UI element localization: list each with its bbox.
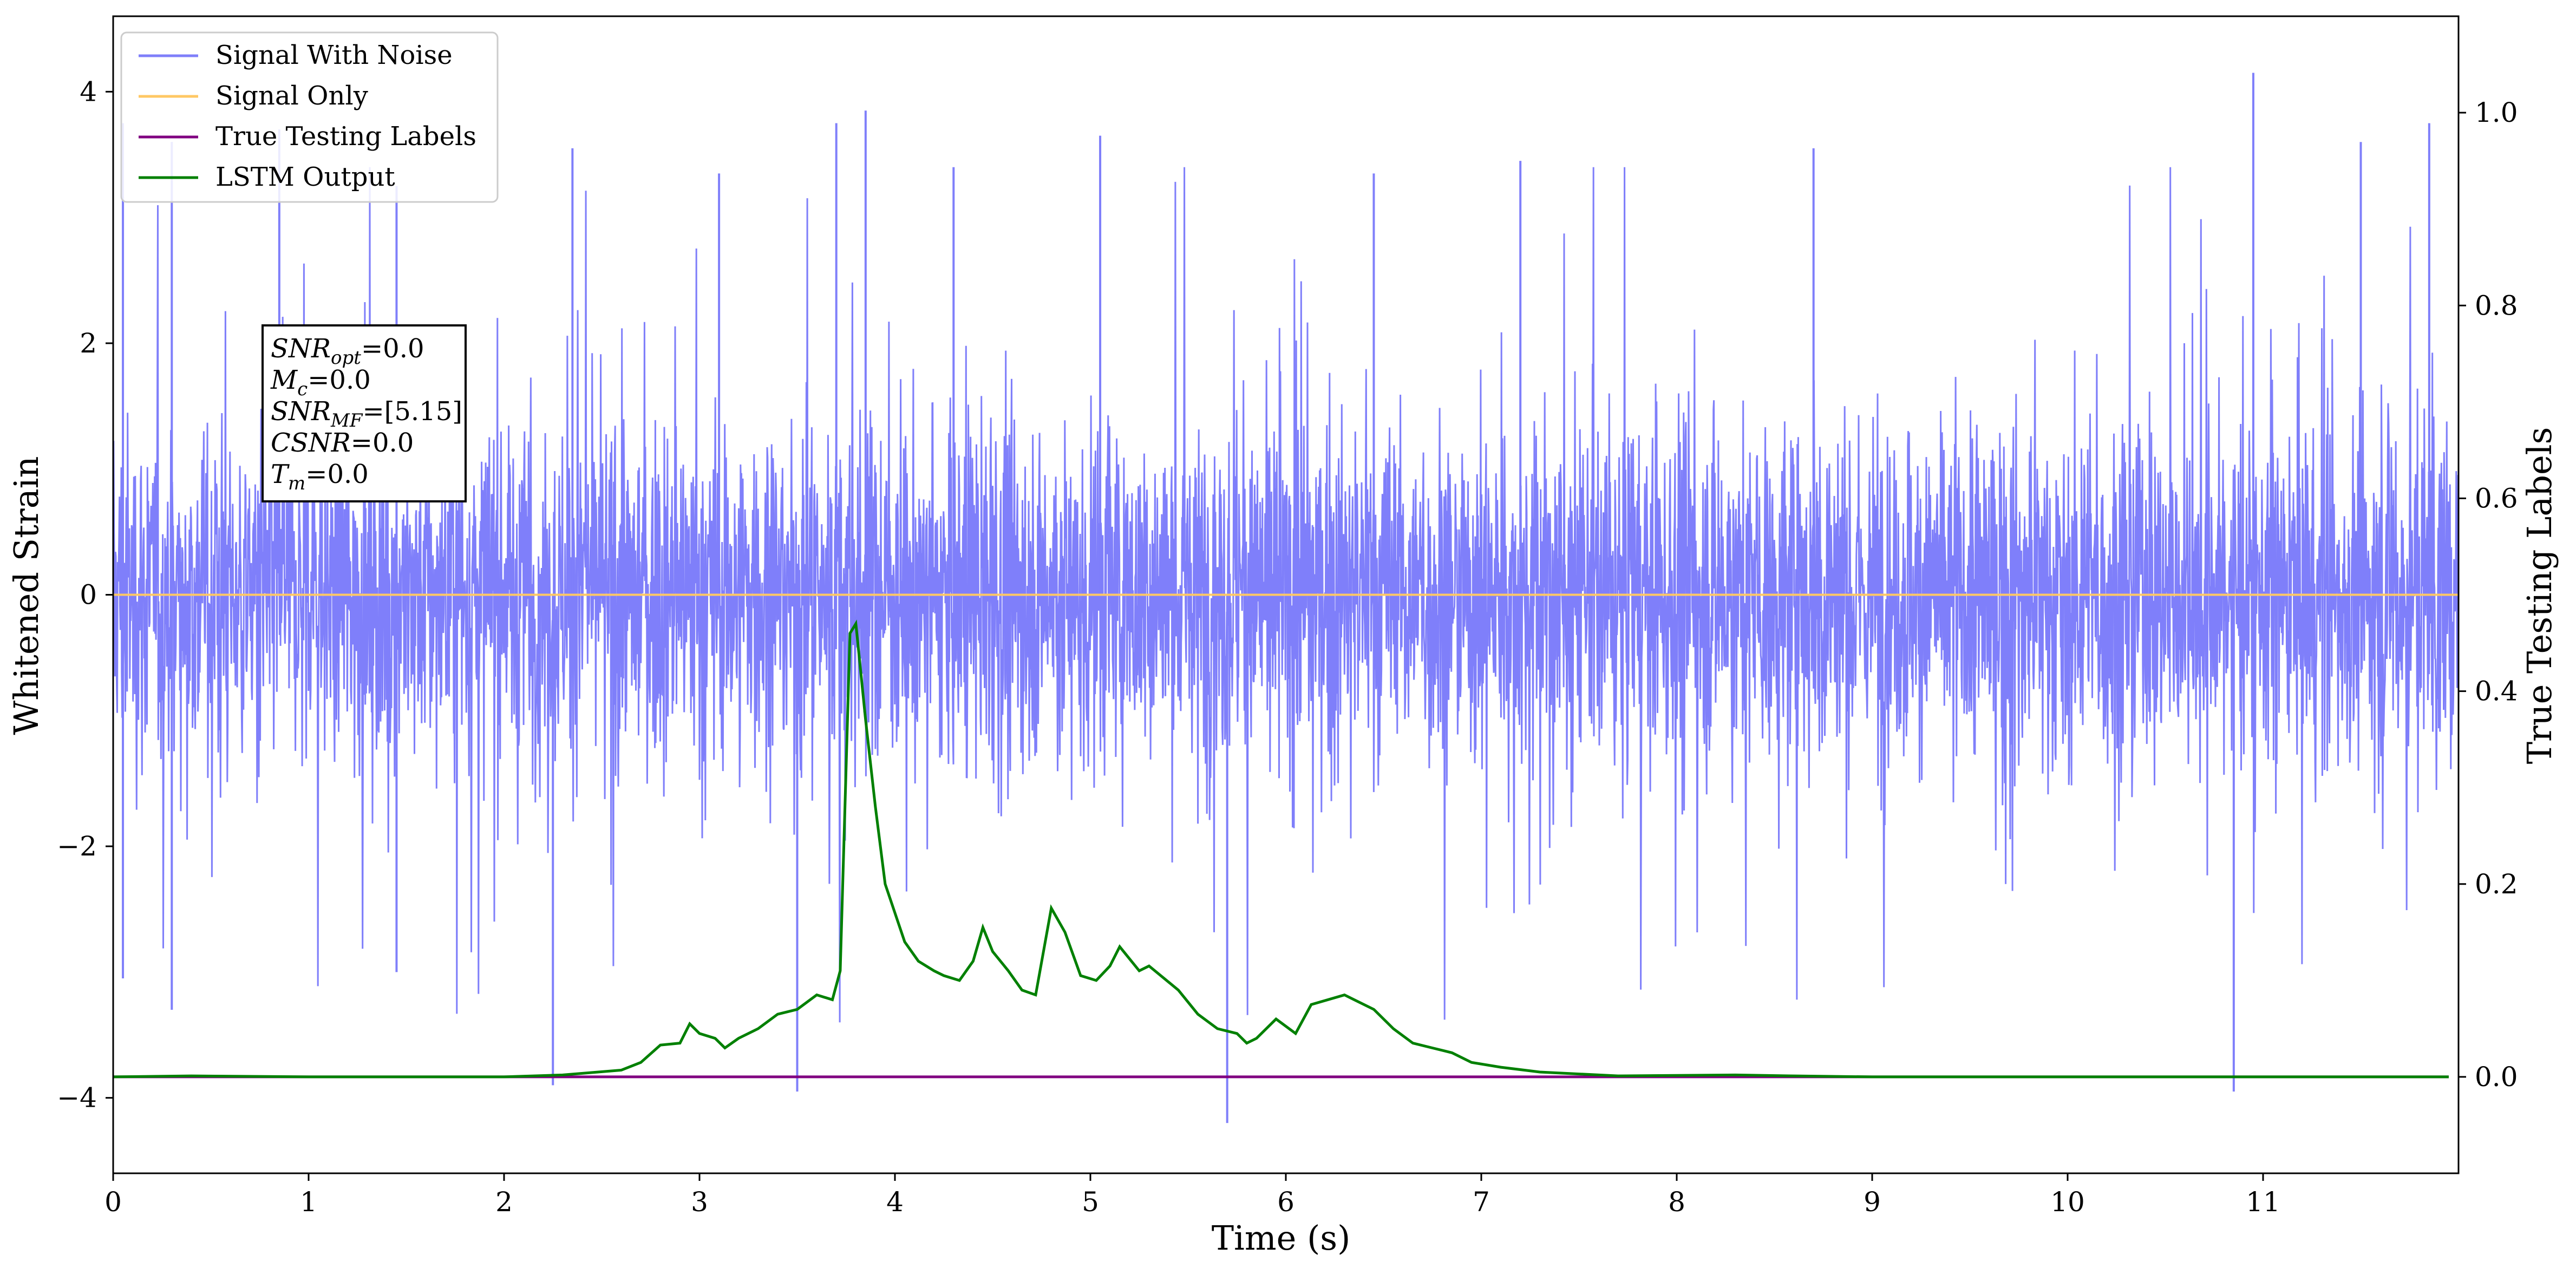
y2-tick-label: 1.0 bbox=[2475, 97, 2518, 128]
y-tick-label: −2 bbox=[57, 831, 97, 862]
signal-with-noise-line bbox=[113, 167, 2459, 1023]
x-axis-label: Time (s) bbox=[1212, 1218, 1351, 1258]
legend-box bbox=[120, 31, 499, 203]
annotation-line: SNRMF=[5.15] bbox=[271, 396, 462, 432]
x-tick-label: 5 bbox=[1082, 1186, 1099, 1218]
x-tick-label: 7 bbox=[1473, 1186, 1490, 1218]
y2-tick-label: 0.6 bbox=[2475, 482, 2518, 514]
y2-tick-label: 0.4 bbox=[2475, 676, 2518, 707]
x-tick-label: 11 bbox=[2246, 1186, 2280, 1218]
y2-axis-ticks: 0.0 0.2 0.4 0.6 0.8 1.0 bbox=[2459, 97, 2518, 1093]
y-axis-ticks: −4 −2 0 2 4 bbox=[57, 76, 113, 1114]
annotation-line: CSNR=0.0 bbox=[271, 428, 414, 458]
signal-with-noise-series bbox=[113, 73, 2459, 1123]
y-tick-label: 4 bbox=[80, 76, 97, 107]
x-tick-label: 8 bbox=[1668, 1186, 1685, 1218]
x-tick-label: 10 bbox=[2050, 1186, 2085, 1218]
lstm-output-series bbox=[113, 619, 2449, 1079]
y-tick-label: −4 bbox=[57, 1082, 97, 1114]
y2-tick-label: 0.0 bbox=[2475, 1061, 2518, 1093]
x-tick-label: 6 bbox=[1277, 1186, 1294, 1218]
annotation-box: SNRopt=0.0Mc=0.0SNRMF=[5.15]CSNR=0.0Tm=0… bbox=[261, 324, 467, 502]
x-tick-label: 0 bbox=[104, 1186, 122, 1218]
x-tick-label: 9 bbox=[1864, 1186, 1881, 1218]
y2-tick-label: 0.2 bbox=[2475, 868, 2518, 900]
annotation-line: Tm=0.0 bbox=[271, 459, 369, 494]
annotation-lines: SNRopt=0.0Mc=0.0SNRMF=[5.15]CSNR=0.0Tm=0… bbox=[270, 334, 462, 494]
x-tick-label: 4 bbox=[886, 1186, 904, 1218]
legend-label-true-testing-labels: True Testing Labels bbox=[215, 121, 476, 152]
x-tick-label: 3 bbox=[691, 1186, 708, 1218]
y2-tick-label: 0.8 bbox=[2475, 290, 2518, 321]
y-tick-label: 2 bbox=[80, 328, 97, 359]
x-tick-label: 1 bbox=[300, 1186, 317, 1218]
legend: Signal With Noise Signal Only True Testi… bbox=[120, 31, 499, 203]
lstm-output-line bbox=[113, 619, 2449, 1079]
legend-label-lstm-output: LSTM Output bbox=[215, 162, 395, 192]
annotation-line: Mc=0.0 bbox=[270, 365, 371, 400]
y-axis-label: Whitened Strain bbox=[6, 456, 46, 735]
x-axis-ticks: 0 1 2 3 4 5 6 7 8 9 10 11 bbox=[104, 1173, 2280, 1218]
y-tick-label: 0 bbox=[80, 579, 97, 611]
x-tick-label: 2 bbox=[495, 1186, 513, 1218]
legend-label-signal-only: Signal Only bbox=[215, 81, 368, 111]
annotation-line: SNRopt=0.0 bbox=[271, 334, 424, 369]
y2-axis-label: True Testing Labels bbox=[2520, 427, 2559, 765]
legend-label-signal-with-noise: Signal With Noise bbox=[215, 40, 453, 70]
annotation-frame bbox=[261, 324, 467, 502]
